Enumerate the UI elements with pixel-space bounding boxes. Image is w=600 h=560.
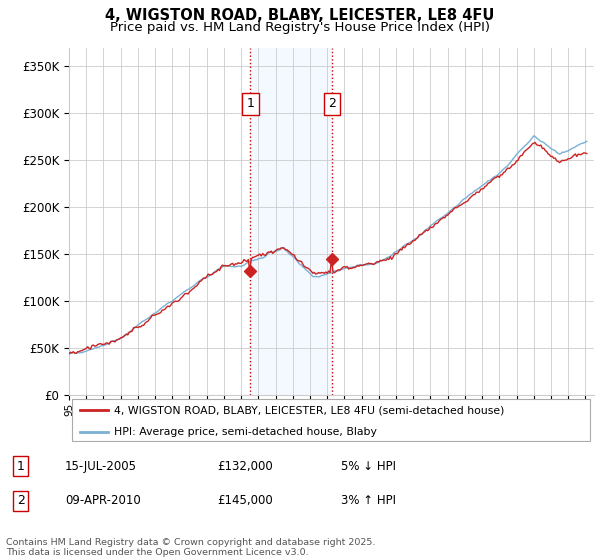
Text: 5% ↓ HPI: 5% ↓ HPI (341, 460, 396, 473)
Text: Contains HM Land Registry data © Crown copyright and database right 2025.
This d: Contains HM Land Registry data © Crown c… (6, 538, 376, 557)
Text: 4, WIGSTON ROAD, BLABY, LEICESTER, LE8 4FU: 4, WIGSTON ROAD, BLABY, LEICESTER, LE8 4… (106, 8, 494, 24)
Text: 15-JUL-2005: 15-JUL-2005 (65, 460, 137, 473)
Text: 09-APR-2010: 09-APR-2010 (65, 494, 140, 507)
Bar (250, 48, 332, 395)
FancyBboxPatch shape (71, 399, 590, 441)
Text: £145,000: £145,000 (218, 494, 274, 507)
Text: HPI: Average price, semi-detached house, Blaby: HPI: Average price, semi-detached house,… (113, 427, 377, 437)
Text: 3% ↑ HPI: 3% ↑ HPI (341, 494, 396, 507)
Text: £132,000: £132,000 (218, 460, 274, 473)
Text: 2: 2 (17, 494, 25, 507)
Text: 1: 1 (17, 460, 25, 473)
Text: 4, WIGSTON ROAD, BLABY, LEICESTER, LE8 4FU (semi-detached house): 4, WIGSTON ROAD, BLABY, LEICESTER, LE8 4… (113, 405, 504, 415)
Text: 1: 1 (247, 97, 254, 110)
Text: Price paid vs. HM Land Registry's House Price Index (HPI): Price paid vs. HM Land Registry's House … (110, 21, 490, 34)
Text: 2: 2 (328, 97, 336, 110)
